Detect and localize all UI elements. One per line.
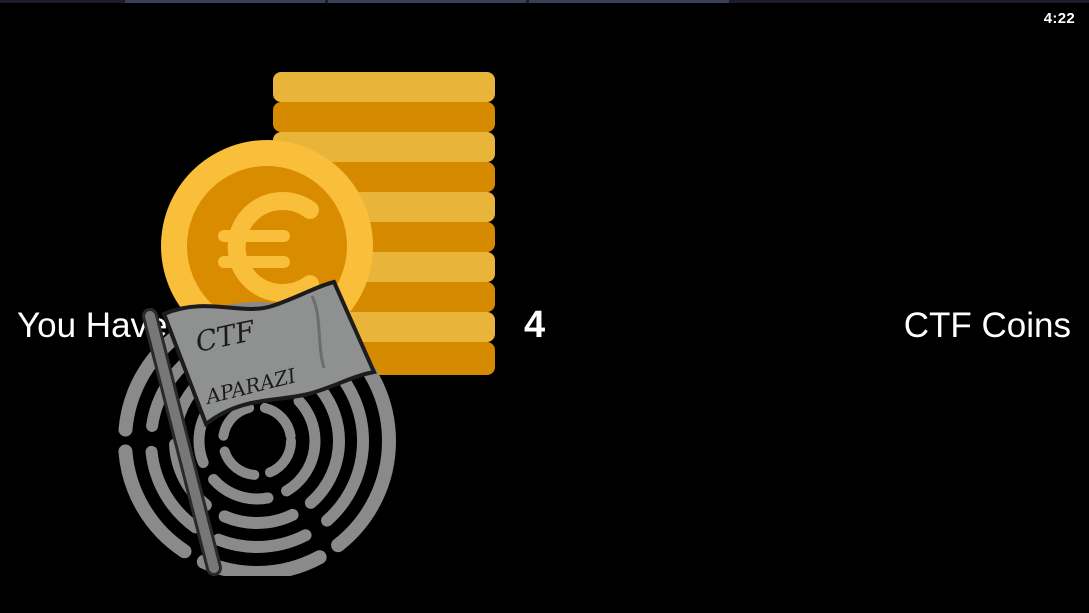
ctf-coins-label: CTF Coins	[903, 306, 1071, 345]
window-top-strip	[0, 0, 1089, 3]
coin-count-value: 4	[524, 304, 546, 346]
status-bar-time: 4:22	[1043, 10, 1075, 27]
you-have-label: You Have	[17, 306, 168, 345]
ctf-aparazi-logo: CTF APARAZI	[118, 279, 396, 576]
